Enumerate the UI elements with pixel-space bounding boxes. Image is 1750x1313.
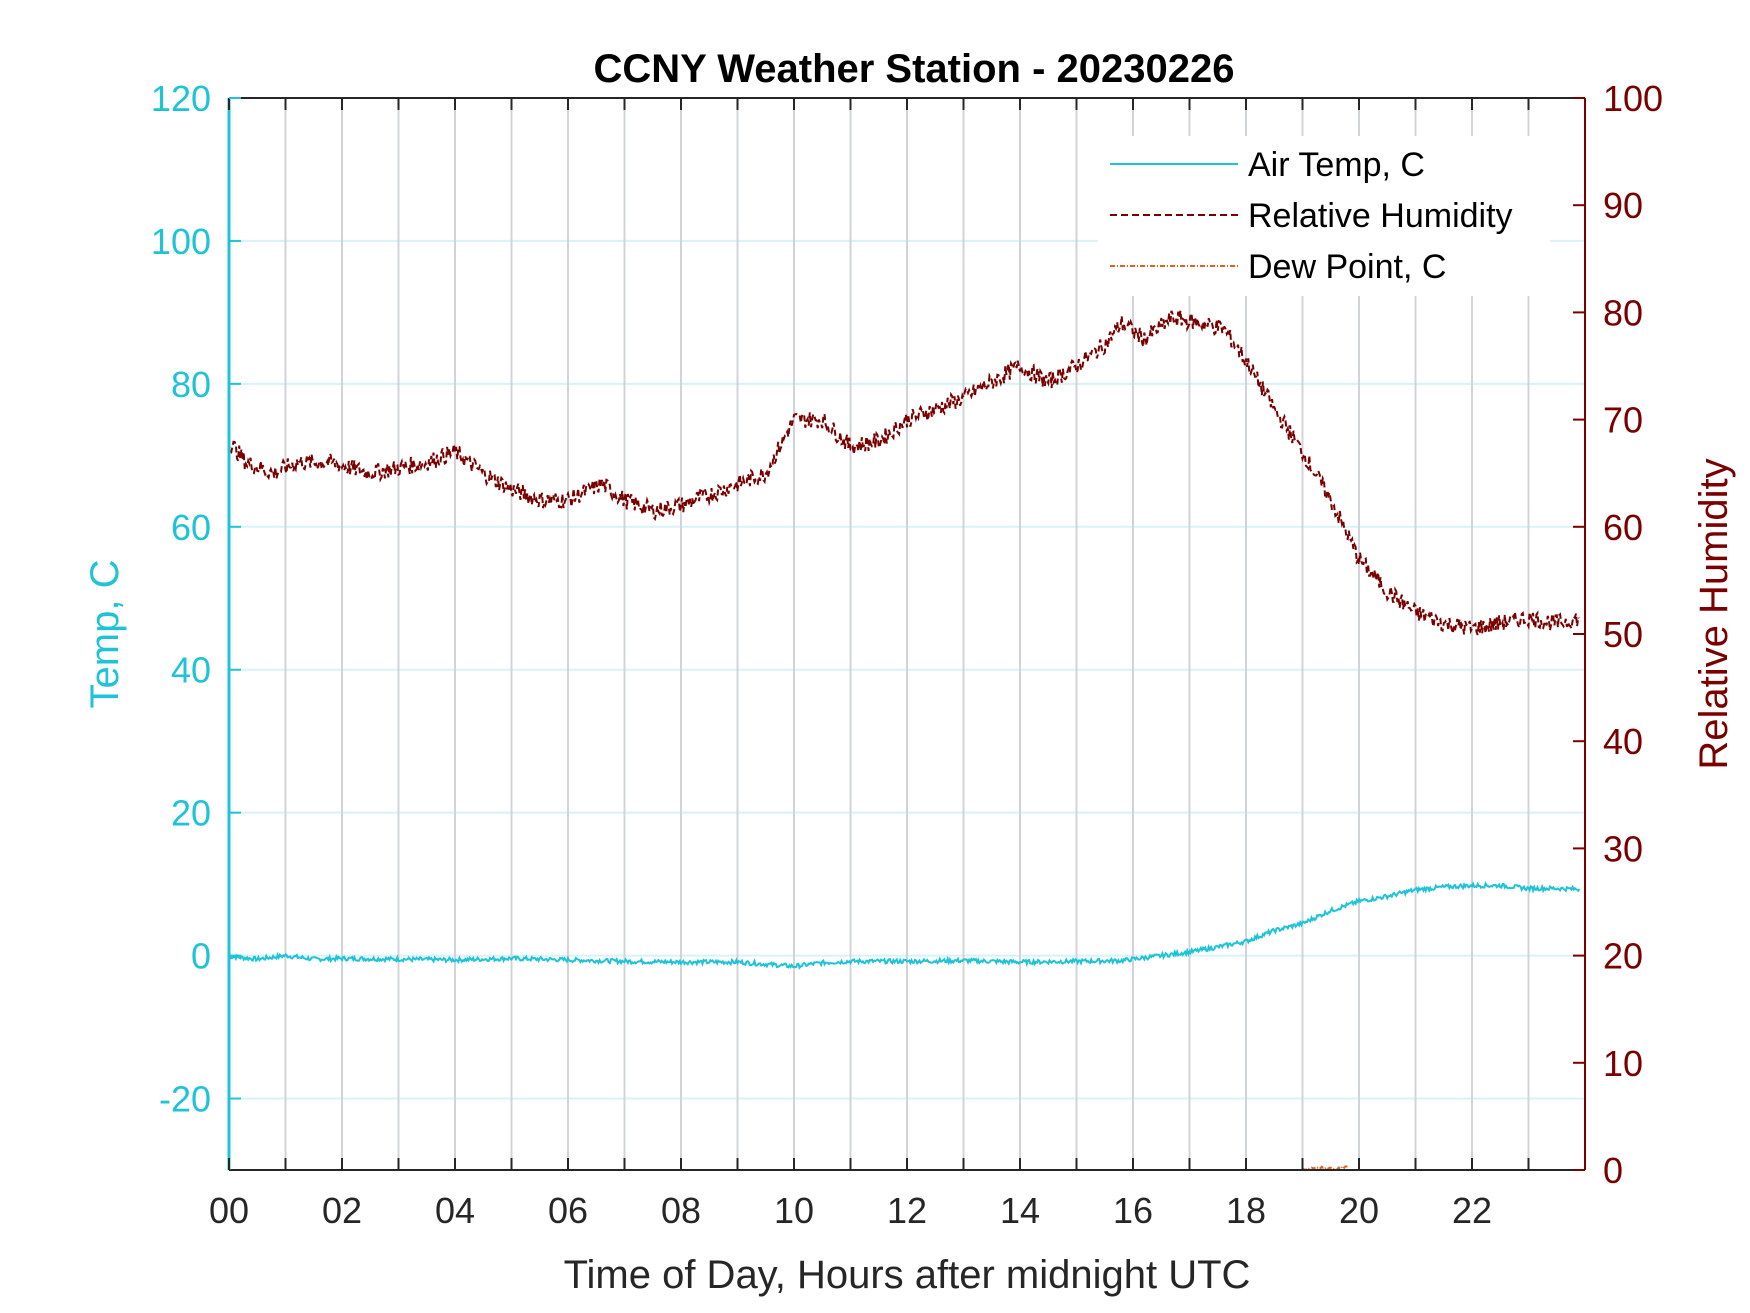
y-left-tick-label: 120 [151, 78, 211, 119]
y-left-tick-label: 80 [171, 364, 211, 405]
legend-label-air-temp: Air Temp, C [1248, 146, 1425, 184]
y-right-tick-label: 80 [1603, 292, 1643, 333]
y-left-tick-label: 40 [171, 650, 211, 691]
x-tick-label: 10 [774, 1190, 814, 1231]
y-right-tick-label: 70 [1603, 400, 1643, 441]
legend-label-relative-humidity: Relative Humidity [1248, 197, 1513, 235]
legend-box [1098, 136, 1550, 296]
y-right-tick-label: 50 [1603, 614, 1643, 655]
x-tick-label: 00 [209, 1190, 249, 1231]
x-tick-label: 16 [1113, 1190, 1153, 1231]
x-tick-label: 22 [1452, 1190, 1492, 1231]
x-tick-label: 02 [322, 1190, 362, 1231]
x-tick-label: 12 [887, 1190, 927, 1231]
x-tick-label: 04 [435, 1190, 475, 1231]
y-left-tick-label: 20 [171, 793, 211, 834]
x-axis-label: Time of Day, Hours after midnight UTC [564, 1253, 1251, 1297]
series-line-0 [228, 880, 1581, 970]
y-left-tick-label: 60 [171, 507, 211, 548]
y-left-tick-label: 100 [151, 221, 211, 262]
vertical-gridlines [284, 98, 1530, 1170]
x-tick-label: 14 [1000, 1190, 1040, 1231]
x-tick-label: 18 [1226, 1190, 1266, 1231]
chart-title: CCNY Weather Station - 20230226 [594, 47, 1235, 91]
y-right-tick-label: 30 [1603, 828, 1643, 869]
y-right-tick-label: 90 [1603, 185, 1643, 226]
y-left-tick-label: -20 [159, 1079, 211, 1120]
x-tick-label: 06 [548, 1190, 588, 1231]
ticks-layer: 00 02 04 06 08 10 12 14 16 18 20 22-200204060801001… [151, 78, 1663, 1231]
legend-label-dew-point: Dew Point, C [1248, 248, 1446, 286]
y-right-tick-label: 0 [1603, 1150, 1623, 1191]
y-left-tick-label: 0 [191, 936, 211, 977]
y-right-tick-label: 60 [1603, 507, 1643, 548]
legend: Air Temp, C Relative Humidity Dew Point,… [1098, 136, 1550, 296]
y-right-tick-label: 10 [1603, 1043, 1643, 1084]
y-left-axis-label: Temp, C [83, 560, 127, 709]
y-right-tick-label: 40 [1603, 721, 1643, 762]
series-line-2 [1302, 1165, 1348, 1172]
y-right-tick-label: 100 [1603, 78, 1663, 119]
y-right-axis-label: Relative Humidity [1692, 458, 1736, 769]
y-right-tick-label: 20 [1603, 936, 1643, 977]
x-tick-label: 20 [1339, 1190, 1379, 1231]
series-layer [228, 309, 1581, 1172]
series-line-1 [228, 309, 1580, 636]
x-tick-label: 08 [661, 1190, 701, 1231]
